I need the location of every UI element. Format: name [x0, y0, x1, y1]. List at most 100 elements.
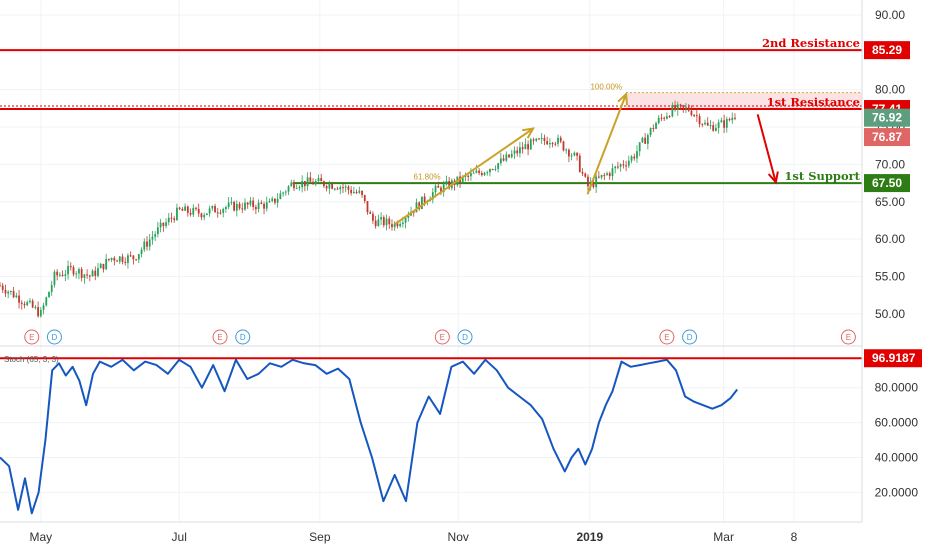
candle-body	[508, 154, 510, 158]
candle-body	[382, 217, 385, 226]
candle-body	[685, 107, 687, 109]
candle-body	[238, 203, 241, 209]
candle-body	[252, 200, 255, 208]
candle-body	[205, 213, 208, 215]
stoch-tick-label: 60.0000	[875, 416, 919, 430]
candle-body	[573, 152, 576, 156]
dividend-marker	[682, 329, 698, 345]
candle-body	[731, 117, 734, 121]
candle-body	[197, 208, 200, 214]
candle-body	[676, 104, 679, 110]
candle-body	[415, 202, 418, 213]
candle-body	[276, 198, 279, 203]
candle-body	[23, 303, 26, 306]
candle-body	[78, 269, 80, 274]
time-tick-label: Nov	[448, 530, 469, 544]
price-tick-label: 90.00	[875, 8, 905, 22]
trend-arrow-up-head	[617, 92, 628, 106]
candle-body	[230, 201, 233, 203]
candle-body	[129, 255, 132, 257]
candle-body	[254, 207, 257, 210]
event-marker-letter: E	[217, 333, 222, 342]
candle-body	[734, 117, 736, 119]
candle-body	[483, 172, 486, 176]
candle-body	[412, 211, 415, 213]
candle-body	[282, 192, 284, 194]
last-price-tag-text: 76.92	[872, 111, 902, 125]
candle-body	[513, 150, 516, 154]
candle-body	[312, 181, 314, 185]
candle-body	[627, 160, 630, 166]
candle-body	[333, 188, 336, 190]
candle-body	[652, 128, 655, 130]
candle-body	[636, 151, 638, 159]
candle-body	[399, 223, 402, 227]
candle-body	[674, 104, 676, 110]
candle-body	[233, 201, 236, 211]
time-tick-label: Jul	[172, 530, 187, 544]
candle-body	[690, 110, 693, 116]
price-tick-label: 55.00	[875, 269, 905, 283]
candle-body	[293, 182, 295, 189]
candle-body	[244, 202, 246, 210]
candle-body	[309, 177, 312, 182]
candle-body	[20, 302, 23, 304]
candle-body	[350, 189, 353, 194]
candle-body	[728, 119, 731, 121]
candle-body	[192, 207, 195, 215]
event-marker-letter: D	[687, 333, 693, 342]
event-marker-letter: E	[29, 333, 34, 342]
candle-body	[91, 270, 94, 277]
candle-body	[584, 173, 587, 177]
candle-body	[366, 201, 369, 213]
candle-body	[693, 115, 696, 117]
candle-body	[355, 192, 358, 194]
candle-body	[595, 176, 598, 188]
candle-body	[151, 236, 154, 240]
candle-body	[9, 290, 12, 292]
candle-body	[505, 154, 508, 161]
candle-body	[434, 185, 437, 193]
candle-body	[162, 222, 165, 226]
candle-body	[701, 124, 704, 126]
candle-body	[156, 227, 159, 235]
price-tick-label: 65.00	[875, 195, 905, 209]
candle-body	[380, 217, 382, 220]
candle-body	[543, 137, 546, 142]
candle-body	[159, 222, 162, 228]
price-tick-label: 50.00	[875, 307, 905, 321]
candle-body	[431, 192, 434, 200]
candle-body	[37, 307, 40, 317]
trend-arrow-up	[394, 127, 534, 225]
stoch-level-tag-text: 96.9187	[872, 351, 916, 365]
prev-close-tag-bg	[864, 128, 910, 147]
candle-body	[630, 156, 633, 161]
candle-body	[372, 213, 374, 221]
candle-body	[58, 274, 61, 276]
candle-body	[29, 300, 31, 303]
candle-body	[551, 143, 554, 145]
candle-body	[470, 173, 472, 177]
earnings-marker	[840, 329, 856, 345]
candle-body	[314, 181, 317, 185]
candle-body	[600, 174, 603, 178]
candle-body	[344, 186, 347, 188]
candle-body	[325, 186, 328, 189]
candle-body	[704, 122, 706, 125]
candle-body	[154, 234, 157, 237]
candle-body	[200, 213, 203, 218]
candle-body	[203, 214, 206, 218]
candle-body	[290, 182, 293, 187]
candle-body	[581, 172, 584, 174]
candle-body	[527, 144, 529, 150]
candle-body	[611, 168, 614, 176]
level-name-label: 1st Resistance	[767, 95, 860, 109]
candle-body	[445, 180, 448, 185]
candle-body	[649, 128, 652, 136]
candle-body	[709, 125, 712, 127]
candle-body	[328, 183, 331, 189]
candle-body	[107, 258, 110, 260]
candle-body	[396, 223, 399, 227]
